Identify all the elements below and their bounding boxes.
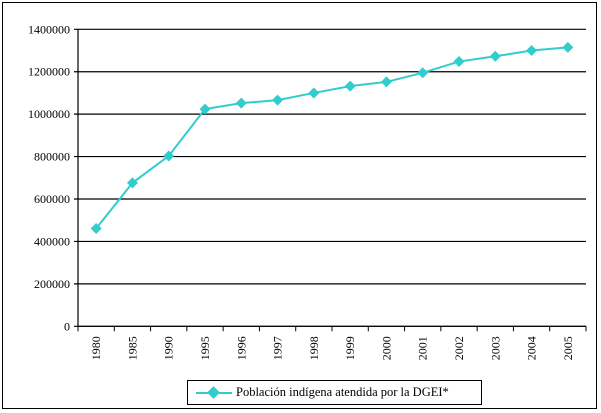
data-point-diamond bbox=[235, 97, 247, 109]
x-tick-label: 1985 bbox=[125, 336, 139, 360]
legend-label: Población indígena atendida por la DGEI* bbox=[236, 385, 449, 399]
x-tick-label: 1980 bbox=[89, 336, 103, 360]
data-point-diamond bbox=[526, 45, 538, 57]
x-tick-label: 1998 bbox=[307, 336, 321, 360]
x-tick-label: 2001 bbox=[416, 336, 430, 360]
data-point-diamond bbox=[489, 50, 501, 62]
x-tick-label: 1995 bbox=[198, 336, 212, 360]
data-point-diamond bbox=[90, 223, 102, 235]
data-point-diamond bbox=[199, 103, 211, 115]
legend: Población indígena atendida por la DGEI* bbox=[187, 380, 482, 405]
x-tick-label: 2003 bbox=[488, 336, 502, 360]
data-point-diamond bbox=[126, 177, 138, 189]
x-tick-label: 2000 bbox=[379, 336, 393, 360]
x-tick-label: 1996 bbox=[234, 336, 248, 360]
y-tick-label: 400000 bbox=[34, 234, 70, 248]
data-point-diamond bbox=[308, 87, 320, 99]
data-point-diamond bbox=[453, 56, 465, 68]
data-point-diamond bbox=[417, 67, 429, 79]
x-tick-label: 1997 bbox=[271, 336, 285, 360]
data-point-diamond bbox=[380, 76, 392, 88]
y-tick-label: 1400000 bbox=[28, 22, 70, 36]
series-line bbox=[95, 46, 568, 230]
y-tick-label: 200000 bbox=[34, 277, 70, 291]
legend-marker-diamond-icon bbox=[196, 387, 232, 399]
x-tick-label: 1999 bbox=[343, 336, 357, 360]
y-tick-label: 800000 bbox=[34, 150, 70, 164]
x-tick-label: 2002 bbox=[452, 336, 466, 360]
chart-frame bbox=[2, 2, 597, 409]
data-point-diamond bbox=[272, 94, 284, 106]
y-tick-label: 1200000 bbox=[28, 65, 70, 79]
y-tick-label: 1000000 bbox=[28, 107, 70, 121]
x-tick-label: 2005 bbox=[561, 336, 575, 360]
y-tick-label: 600000 bbox=[34, 192, 70, 206]
data-point-diamond bbox=[562, 41, 574, 53]
x-tick-label: 2004 bbox=[525, 336, 539, 360]
data-point-diamond bbox=[344, 80, 356, 92]
data-point-diamond bbox=[163, 150, 175, 162]
x-tick-label: 1990 bbox=[162, 336, 176, 360]
y-tick-label: 0 bbox=[64, 319, 70, 333]
